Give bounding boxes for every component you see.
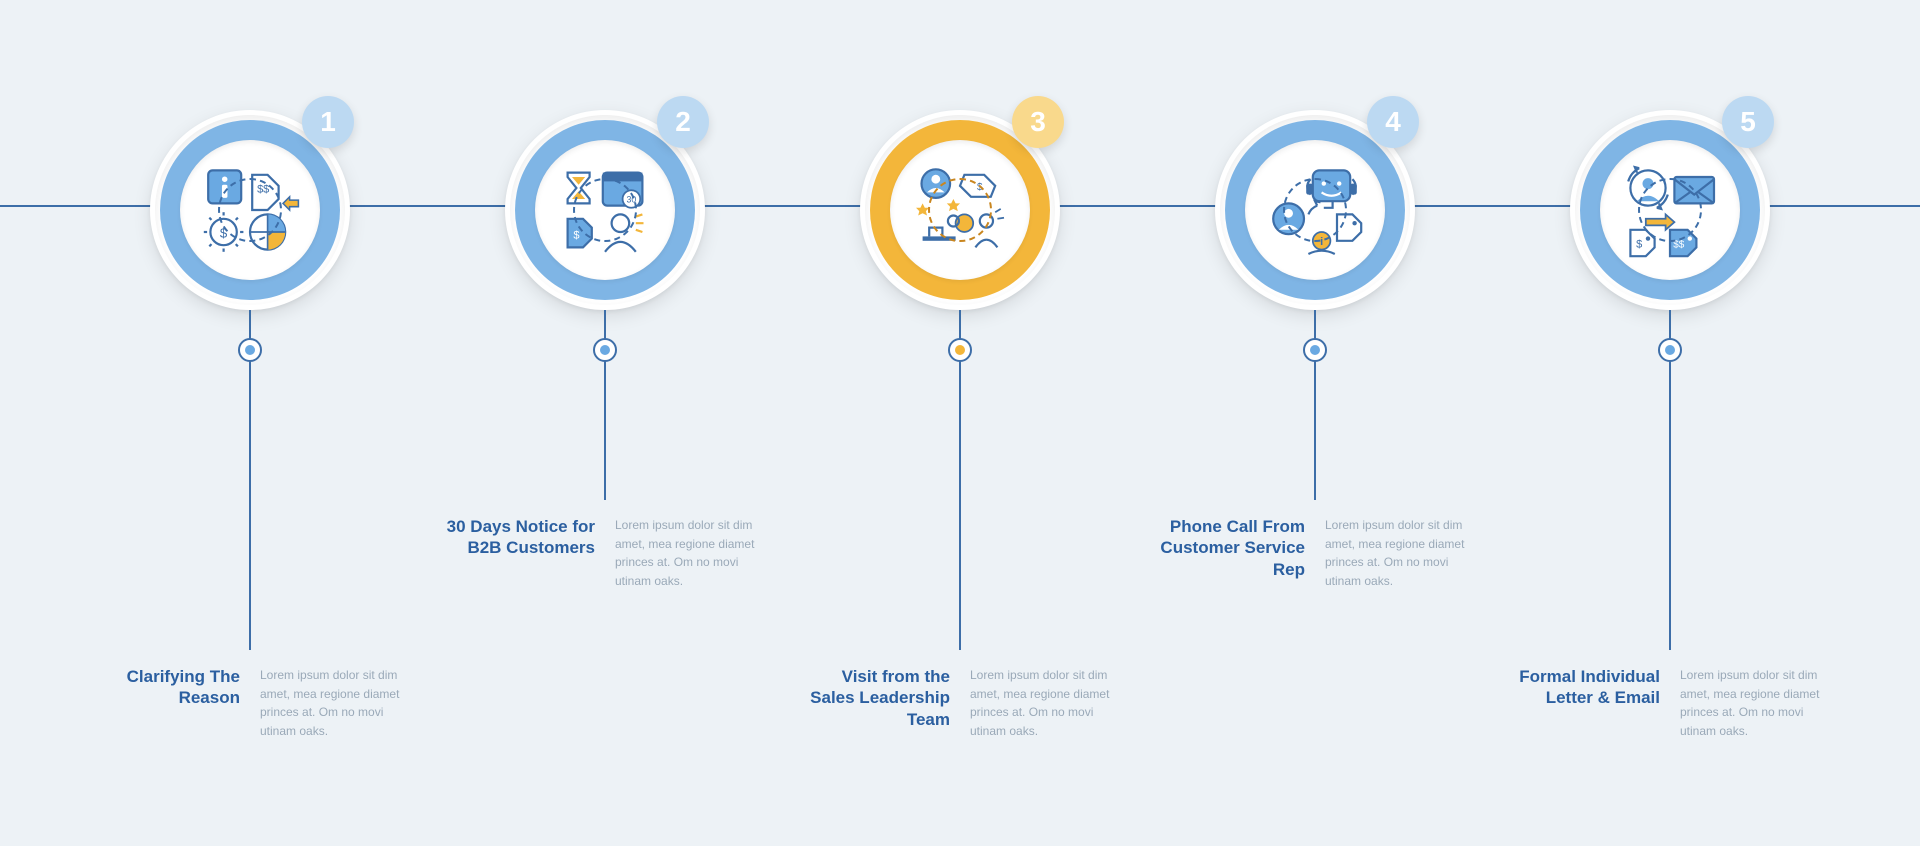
connector-line <box>1669 310 1671 650</box>
connector-line <box>604 310 606 500</box>
connector-dot-inner <box>1665 345 1675 355</box>
medallion: 30 $ 2 <box>505 110 705 310</box>
connector-line <box>249 310 251 650</box>
text-block: Phone Call From Customer Service Rep Lor… <box>1155 516 1475 590</box>
number-badge: 4 <box>1367 96 1419 148</box>
ring-dashed <box>573 178 637 242</box>
medallion: $ $$ 5 <box>1570 110 1770 310</box>
step-body: Lorem ipsum dolor sit dim amet, mea regi… <box>615 516 765 590</box>
step-body: Lorem ipsum dolor sit dim amet, mea regi… <box>1325 516 1475 590</box>
text-block: 30 Days Notice for B2B Customers Lorem i… <box>445 516 765 590</box>
step-1: $$ $ <box>90 110 410 740</box>
number-badge: 3 <box>1012 96 1064 148</box>
step-body: Lorem ipsum dolor sit dim amet, mea regi… <box>970 666 1120 740</box>
ring-inner: $$ $ <box>180 140 320 280</box>
medallion: i 4 <box>1215 110 1415 310</box>
ring-inner: 30 $ <box>535 140 675 280</box>
step-title: Clarifying The Reason <box>90 666 240 740</box>
ring-inner: $ <box>890 140 1030 280</box>
number-badge: 5 <box>1722 96 1774 148</box>
svg-text:$: $ <box>573 230 579 242</box>
connector-dot-inner <box>600 345 610 355</box>
connector-dot-inner <box>1310 345 1320 355</box>
connector-line <box>1314 310 1316 500</box>
connector-dot-inner <box>245 345 255 355</box>
connector-dot-inner <box>955 345 965 355</box>
step-number: 1 <box>320 106 336 138</box>
connector-dot <box>238 338 262 362</box>
step-2: 30 $ 2 <box>445 110 765 740</box>
step-title: Visit from the Sales Leadership Team <box>800 666 950 740</box>
step-title: Phone Call From Customer Service Rep <box>1155 516 1305 590</box>
text-block: Clarifying The Reason Lorem ipsum dolor … <box>90 666 410 740</box>
connector-dot <box>1303 338 1327 362</box>
ring-dashed <box>218 178 282 242</box>
step-number: 3 <box>1030 106 1046 138</box>
step-3: $ <box>800 110 1120 740</box>
step-5: $ $$ 5 Formal Individual Letter & Email … <box>1510 110 1830 740</box>
steps-row: $ $ $ <box>90 110 1830 740</box>
connector-dot <box>1658 338 1682 362</box>
step-title: 30 Days Notice for B2B Customers <box>445 516 595 590</box>
medallion: $ <box>860 110 1060 310</box>
connector-dot <box>948 338 972 362</box>
text-block: Formal Individual Letter & Email Lorem i… <box>1510 666 1830 740</box>
ring-dashed <box>1283 178 1347 242</box>
number-badge: 2 <box>657 96 709 148</box>
svg-text:$: $ <box>1636 238 1642 250</box>
medallion: $$ $ <box>150 110 350 310</box>
timeline-infographic: $ $ $ <box>90 110 1830 750</box>
connector-dot <box>593 338 617 362</box>
step-number: 5 <box>1740 106 1756 138</box>
connector-line <box>959 310 961 650</box>
step-body: Lorem ipsum dolor sit dim amet, mea regi… <box>260 666 410 740</box>
step-4: i 4 Phone Call From Customer Service Rep… <box>1155 110 1475 740</box>
step-number: 2 <box>675 106 691 138</box>
ring-inner: i <box>1245 140 1385 280</box>
ring-dashed <box>928 178 992 242</box>
number-badge: 1 <box>302 96 354 148</box>
step-title: Formal Individual Letter & Email <box>1510 666 1660 740</box>
step-number: 4 <box>1385 106 1401 138</box>
ring-dashed <box>1638 178 1702 242</box>
text-block: Visit from the Sales Leadership Team Lor… <box>800 666 1120 740</box>
step-body: Lorem ipsum dolor sit dim amet, mea regi… <box>1680 666 1830 740</box>
ring-inner: $ $$ <box>1600 140 1740 280</box>
